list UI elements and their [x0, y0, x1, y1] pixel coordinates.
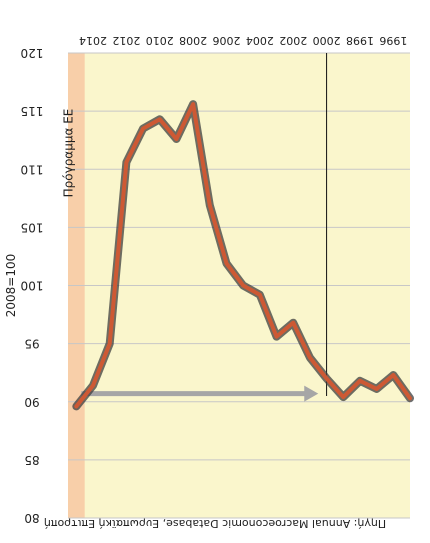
arrow-head	[304, 385, 319, 402]
y-tick-80: 80	[24, 511, 39, 525]
data-point-2010	[157, 117, 162, 122]
x-tick-2010: 2010	[146, 34, 174, 47]
data-point-2000	[324, 376, 329, 381]
data-point-2003	[274, 334, 279, 339]
y-tick-85: 85	[24, 453, 39, 467]
data-point-1995	[408, 396, 412, 401]
data-point-2008	[191, 102, 195, 106]
data-point-2014	[91, 383, 95, 388]
data-point-2005	[241, 283, 245, 288]
x-tick-2008: 2008	[179, 34, 207, 47]
y-tick-90: 90	[24, 395, 39, 409]
data-point-2002	[291, 320, 296, 325]
chart-source: Πηγή: Annual Macroeconomic Database, Ευρ…	[44, 517, 386, 530]
x-tick-2006: 2006	[212, 34, 240, 47]
y-tick-100: 100	[21, 279, 44, 293]
data-point-2013	[107, 341, 112, 346]
y-tick-95: 95	[24, 337, 39, 351]
y-tick-110: 110	[21, 162, 44, 176]
y-tick-105: 105	[21, 220, 44, 234]
y-tick-120: 120	[21, 46, 44, 60]
x-tick-2000: 2000	[313, 34, 341, 47]
x-tick-1998: 1998	[346, 34, 374, 47]
data-point-2006	[224, 261, 229, 266]
y-axis-label: 2008=100	[4, 254, 18, 318]
data-point-2012	[124, 160, 129, 165]
data-point-2007	[208, 203, 212, 208]
x-tick-2004: 2004	[246, 34, 274, 47]
data-point-2004	[258, 293, 262, 297]
data-point-2001	[308, 355, 312, 360]
x-tick-1996: 1996	[379, 34, 407, 47]
x-tick-2002: 2002	[279, 34, 307, 47]
data-point-1998	[358, 379, 362, 383]
data-point-2011	[141, 126, 145, 131]
data-point-1999	[341, 395, 346, 399]
highlight-label: Πρόγραμμα ΕΕ	[61, 109, 75, 198]
x-tick-2012: 2012	[112, 34, 140, 47]
data-point-1997	[374, 387, 379, 391]
data-point-1996	[391, 373, 396, 377]
data-point-2015	[74, 404, 79, 409]
x-tick-2014: 2014	[79, 34, 107, 47]
y-tick-115: 115	[21, 104, 44, 118]
data-point-2009	[174, 137, 179, 141]
